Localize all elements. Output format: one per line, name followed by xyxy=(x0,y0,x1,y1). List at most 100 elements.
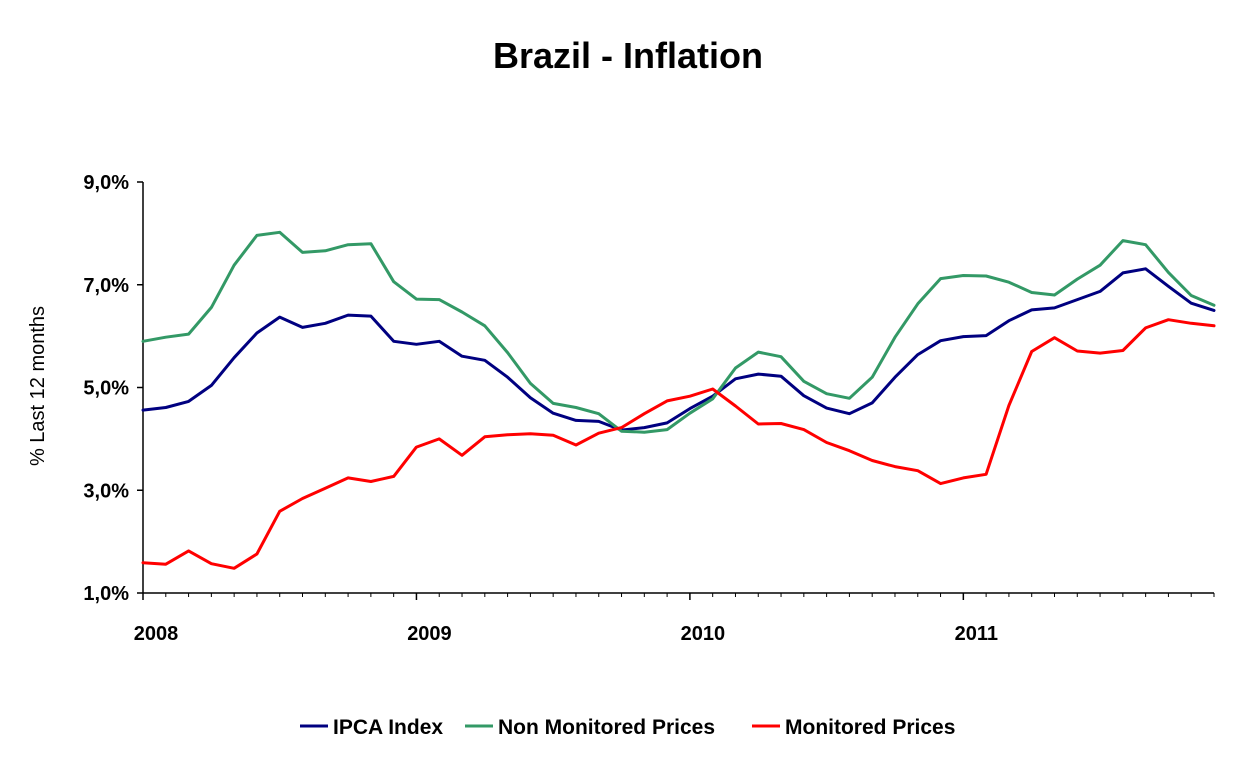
data-point xyxy=(324,249,327,252)
data-point xyxy=(278,315,281,319)
data-point xyxy=(984,274,988,278)
data-point xyxy=(1053,293,1056,297)
series-line xyxy=(141,230,1216,434)
data-point xyxy=(210,562,213,565)
data-point xyxy=(483,359,486,362)
data-point xyxy=(848,397,851,400)
data-point xyxy=(1212,324,1216,327)
data-point xyxy=(1098,351,1102,355)
data-point xyxy=(688,412,692,415)
data-point xyxy=(187,400,190,403)
data-point xyxy=(1190,322,1193,325)
legend-item: Monitored Prices xyxy=(752,716,955,739)
data-point xyxy=(688,407,692,410)
data-point xyxy=(711,387,714,391)
data-point xyxy=(802,380,805,383)
data-point xyxy=(1030,350,1033,353)
data-point xyxy=(1007,281,1011,284)
y-tick-label: 9,0% xyxy=(83,172,129,194)
series-monitored-prices xyxy=(141,318,1216,570)
data-point xyxy=(346,243,350,246)
legend: IPCA Index Non Monitored Prices Monitored … xyxy=(300,716,955,739)
data-point xyxy=(187,549,190,553)
data-point xyxy=(483,435,486,438)
legend-label: IPCA Index xyxy=(333,716,443,739)
data-point xyxy=(529,432,532,435)
data-point xyxy=(779,355,783,358)
data-point xyxy=(392,340,395,343)
data-point xyxy=(1167,285,1170,288)
data-point xyxy=(757,350,760,354)
data-point xyxy=(324,322,327,325)
data-point xyxy=(187,332,190,336)
data-point xyxy=(301,497,304,500)
data-point xyxy=(893,336,897,339)
data-point xyxy=(1144,267,1147,270)
y-tick-label: 7,0% xyxy=(83,275,129,297)
data-point xyxy=(1098,290,1102,293)
data-point xyxy=(460,310,464,314)
data-point xyxy=(1190,294,1193,297)
data-point xyxy=(779,375,783,378)
data-point xyxy=(438,298,441,301)
data-point xyxy=(597,412,600,415)
data-point xyxy=(1030,308,1033,312)
data-point xyxy=(939,277,942,280)
data-point xyxy=(665,421,669,425)
data-point xyxy=(346,313,350,317)
data-point xyxy=(643,412,646,415)
data-point xyxy=(369,314,373,318)
y-tick-label: 5,0% xyxy=(83,378,129,400)
data-point xyxy=(278,231,281,234)
y-tick-label: 3,0% xyxy=(83,480,129,502)
data-point xyxy=(529,382,532,385)
data-point xyxy=(643,431,646,434)
data-point xyxy=(597,432,600,435)
data-point xyxy=(1007,404,1011,407)
data-point xyxy=(574,406,578,409)
data-point xyxy=(255,234,259,237)
data-point xyxy=(848,412,851,415)
data-point xyxy=(1098,264,1102,267)
data-point xyxy=(757,422,760,426)
data-point xyxy=(415,343,418,346)
data-point xyxy=(1212,304,1216,307)
legend-item: IPCA Index xyxy=(300,716,443,739)
data-point xyxy=(871,376,874,379)
data-point xyxy=(232,356,236,359)
data-point xyxy=(141,561,145,564)
data-point xyxy=(825,406,828,410)
data-point xyxy=(438,437,441,441)
y-tick-label: 1,0% xyxy=(83,583,129,605)
data-point xyxy=(1007,319,1011,322)
series-line xyxy=(141,318,1216,570)
data-point xyxy=(164,336,167,339)
data-point xyxy=(802,394,805,397)
x-tick-label: 2009 xyxy=(407,623,452,645)
x-tick-label: 2008 xyxy=(134,623,179,645)
data-point xyxy=(893,376,897,379)
data-point xyxy=(346,476,350,480)
data-point xyxy=(506,376,509,379)
data-point xyxy=(1190,302,1193,305)
data-point xyxy=(1030,291,1033,294)
data-point xyxy=(734,366,737,370)
data-point xyxy=(688,395,692,398)
data-point xyxy=(255,331,259,335)
legend-label: Monitored Prices xyxy=(785,716,955,739)
data-point xyxy=(574,443,578,447)
data-point xyxy=(506,433,509,436)
data-point xyxy=(1144,243,1147,246)
data-point xyxy=(415,297,418,301)
data-point xyxy=(871,401,874,405)
x-tick-label: 2010 xyxy=(681,623,726,645)
data-point xyxy=(324,487,327,490)
data-point xyxy=(1121,349,1125,352)
series-layer xyxy=(141,230,1216,570)
data-point xyxy=(210,384,213,387)
data-point xyxy=(757,372,760,376)
data-point xyxy=(1144,326,1147,330)
data-point xyxy=(802,428,805,431)
series-ipca-index xyxy=(141,267,1216,432)
data-point xyxy=(916,469,919,472)
